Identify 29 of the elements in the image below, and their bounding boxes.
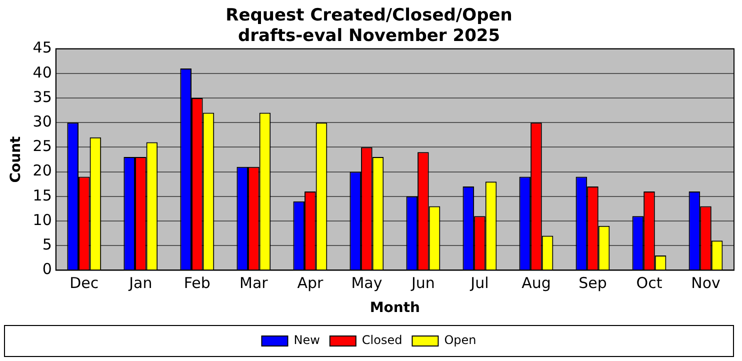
- x-tick-label: Apr: [297, 274, 324, 292]
- y-tick-label: 40: [32, 63, 52, 82]
- chart-title: Request Created/Closed/Open: [226, 6, 512, 26]
- x-tick-label: Dec: [70, 274, 99, 292]
- y-tick-label: 25: [32, 137, 52, 156]
- y-tick-label: 20: [32, 162, 52, 180]
- x-tick-label: Jan: [128, 274, 152, 292]
- x-tick-label: Jun: [410, 274, 435, 292]
- y-tick-label: 35: [32, 88, 52, 106]
- x-tick-label: Oct: [636, 274, 662, 292]
- legend-label: Closed: [362, 333, 402, 348]
- x-axis-title: Month: [370, 300, 420, 316]
- x-tick-label: May: [351, 274, 382, 292]
- y-tick-label: 45: [32, 38, 52, 57]
- y-tick-label: 0: [42, 260, 52, 278]
- y-tick-label: 30: [32, 112, 52, 130]
- y-tick-label: 5: [42, 235, 52, 254]
- x-tick-label: Sep: [578, 274, 607, 292]
- legend-label: Open: [444, 333, 476, 348]
- chart-subtitle: drafts-eval November 2025: [238, 26, 500, 46]
- x-tick-label: Jul: [470, 274, 489, 292]
- x-tick-label: Nov: [691, 274, 721, 292]
- y-axis-title: Count: [8, 136, 24, 183]
- x-tick-label: Mar: [240, 274, 269, 292]
- x-tick-label: Feb: [184, 274, 210, 292]
- y-tick-label: 10: [32, 210, 52, 229]
- legend-label: New: [294, 333, 320, 348]
- y-tick-label: 15: [32, 186, 52, 204]
- x-tick-label: Aug: [522, 274, 551, 292]
